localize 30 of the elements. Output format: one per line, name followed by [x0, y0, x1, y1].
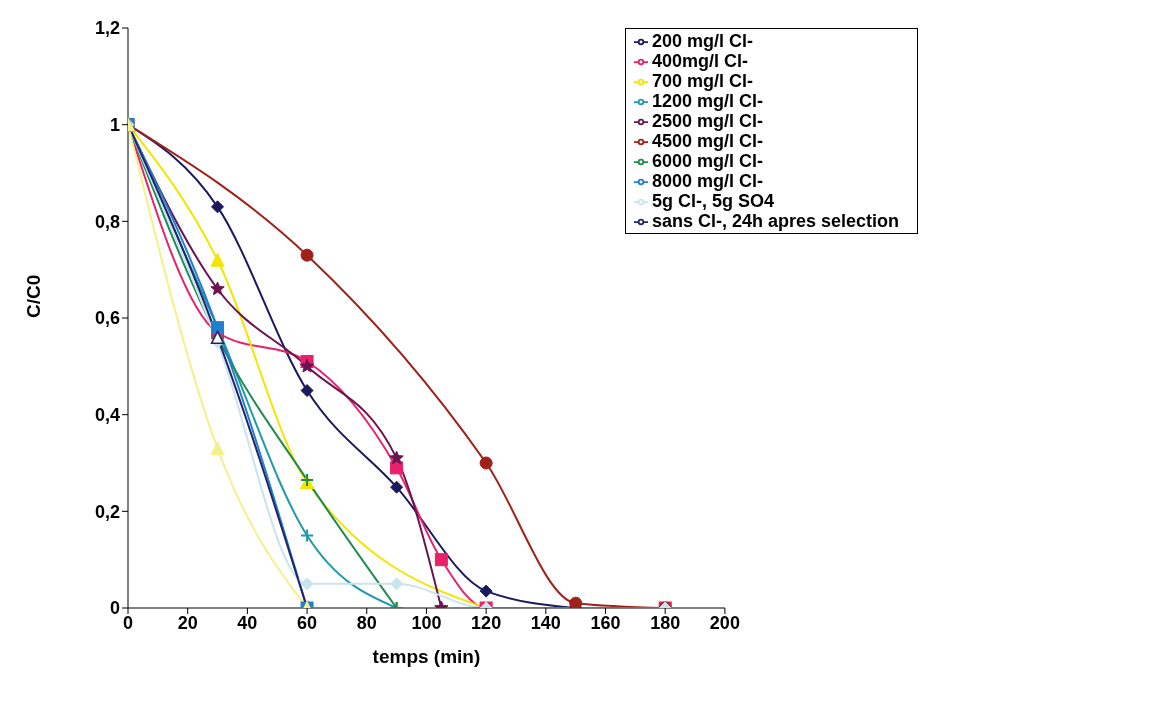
x-tick-label: 160 [590, 612, 621, 633]
x-tick-label: 180 [650, 612, 681, 633]
y-tick-label: 1,2 [94, 18, 120, 39]
y-axis-title: C/C0 [22, 274, 44, 318]
x-tick-label: 100 [411, 612, 442, 633]
y-tick-label: 0,4 [94, 405, 120, 426]
legend-label: 200 mg/l Cl- [651, 31, 753, 51]
legend-label: 2500 mg/l Cl- [651, 111, 763, 131]
y-tick-label: 0,2 [94, 501, 120, 522]
legend-label: 400mg/l Cl- [651, 51, 748, 71]
x-tick-label: 20 [177, 612, 198, 633]
y-tick-label: 0,8 [94, 211, 120, 232]
legend-label: sans Cl-, 24h apres selection [651, 211, 899, 231]
x-tick-label: 140 [530, 612, 561, 633]
y-tick-label: 1 [109, 115, 120, 136]
x-tick-label: 120 [471, 612, 502, 633]
legend-label: 5g Cl-, 5g SO4 [651, 191, 774, 211]
y-tick-label: 0,6 [94, 308, 120, 329]
y-tick-label: 0 [109, 598, 120, 619]
x-tick-label: 60 [297, 612, 318, 633]
x-tick-label: 0 [122, 612, 134, 633]
x-tick-label: 80 [356, 612, 377, 633]
legend-label: 8000 mg/l Cl- [651, 171, 763, 191]
legend-label: 700 mg/l Cl- [651, 71, 753, 91]
x-tick-label: 40 [237, 612, 258, 633]
x-tick-label: 200 [709, 612, 740, 633]
legend-label: 1200 mg/l Cl- [651, 91, 763, 111]
legend-label: 6000 mg/l Cl- [651, 151, 763, 171]
x-axis-title: temps (min) [372, 646, 481, 667]
legend-label: 4500 mg/l Cl- [651, 131, 763, 151]
